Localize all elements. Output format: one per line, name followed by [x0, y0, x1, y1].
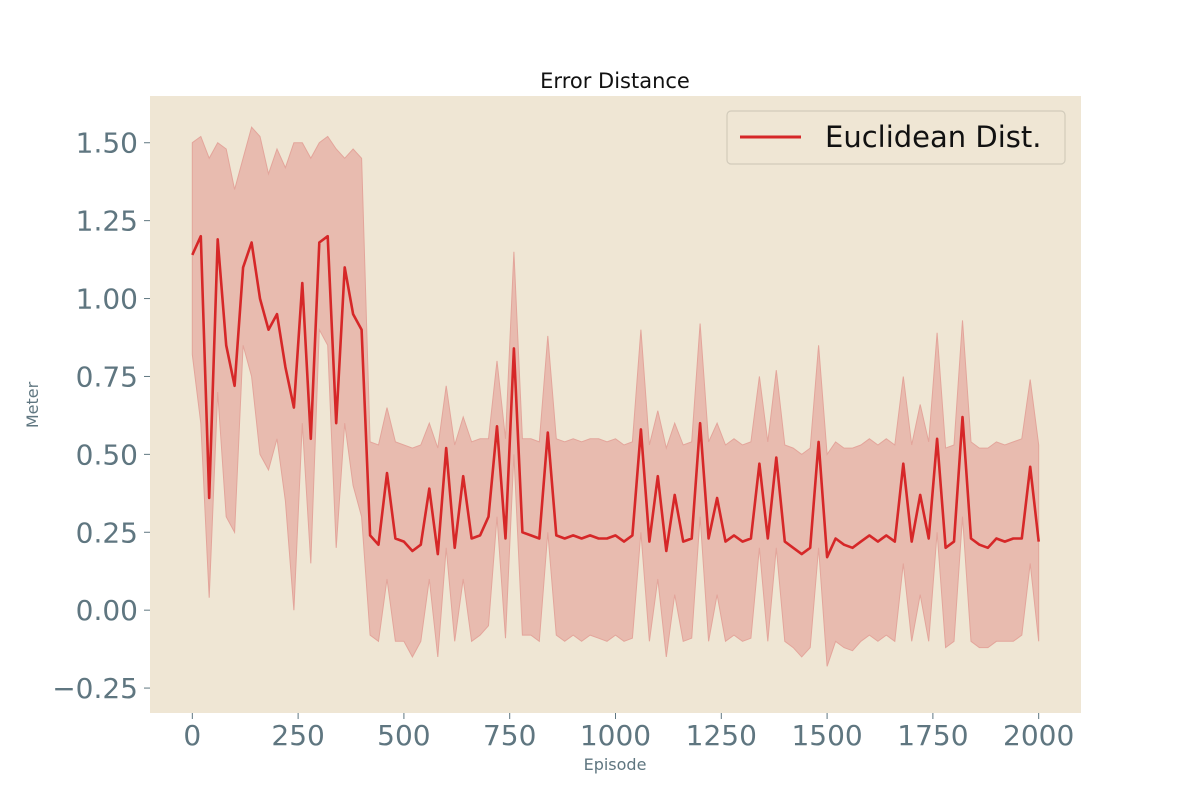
- y-tick-label: 0.00: [76, 594, 138, 627]
- y-tick-label: 0.50: [76, 438, 138, 471]
- y-tick-label: 1.25: [76, 205, 138, 238]
- y-tick-label: 0.25: [76, 516, 138, 549]
- x-tick-label: 250: [271, 719, 324, 752]
- series-line-layer: [191, 234, 1040, 559]
- y-tick-label: 1.50: [76, 127, 138, 160]
- y-axis-label: Meter: [23, 381, 42, 428]
- legend-entry: Euclidean Dist.: [825, 120, 1041, 154]
- confidence-band-layer: [191, 126, 1040, 667]
- x-axis: 0 250 500 750 1000 1250 1500 1750 2000: [183, 713, 1074, 752]
- x-axis-label: Episode: [584, 755, 647, 774]
- chart-title: Error Distance: [540, 69, 690, 93]
- x-tick-label: 1500: [791, 719, 862, 752]
- y-tick-label: 0.75: [76, 360, 138, 393]
- y-tick-label: 1.00: [76, 283, 138, 316]
- x-tick-label: 1750: [897, 719, 968, 752]
- x-tick-label: 500: [377, 719, 430, 752]
- x-tick-label: 750: [483, 719, 536, 752]
- legend-box: [726, 110, 1066, 165]
- x-tick-label: 1250: [686, 719, 757, 752]
- x-tick-label: 2000: [1003, 719, 1074, 752]
- y-axis: −0.25 0.00 0.25 0.50 0.75 1.00 1.25 1.50: [52, 127, 150, 705]
- y-tick-label: −0.25: [52, 672, 138, 705]
- x-tick-label: 0: [183, 719, 201, 752]
- confidence-band: [191, 126, 1040, 667]
- legend: Euclidean Dist.: [726, 110, 1066, 165]
- x-tick-label: 1000: [580, 719, 651, 752]
- series-line-euclidean-dist: [191, 234, 1040, 559]
